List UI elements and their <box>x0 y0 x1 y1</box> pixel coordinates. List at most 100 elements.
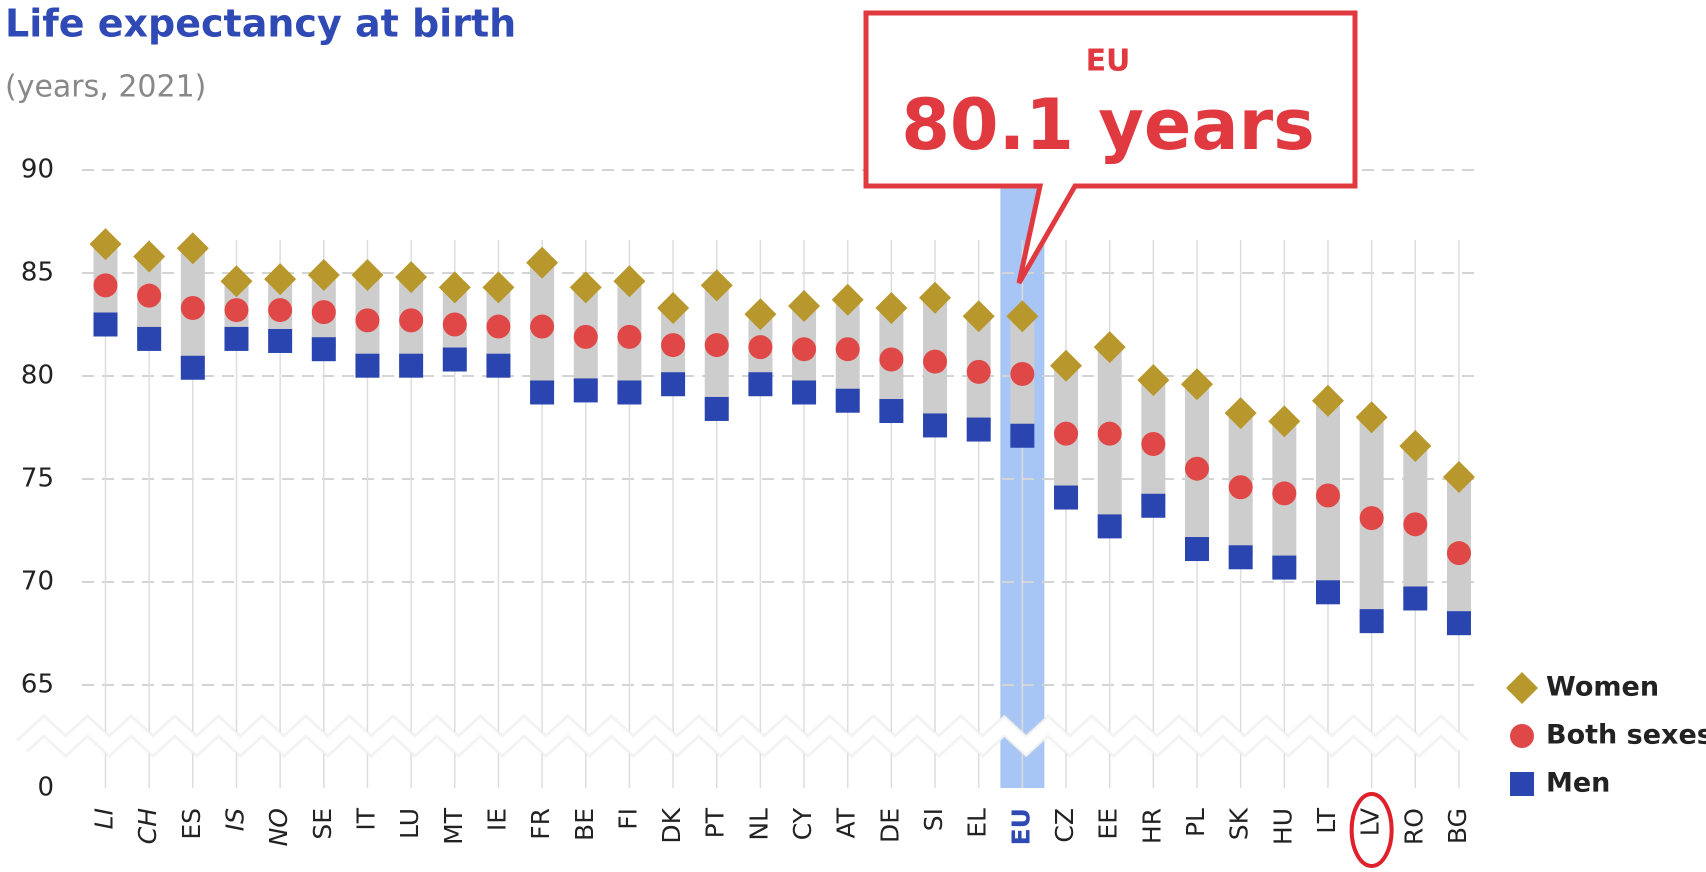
x-tick-label: DE <box>875 808 904 843</box>
marker <box>1228 475 1253 500</box>
marker <box>1093 331 1126 364</box>
callout-box <box>863 10 1358 285</box>
marker <box>792 337 817 362</box>
marker <box>1141 431 1166 456</box>
y-tick-label: 70 <box>21 567 54 597</box>
marker <box>835 337 860 362</box>
x-tick-label: EE <box>1094 808 1123 840</box>
marker <box>268 328 293 353</box>
x-tick-label: LU <box>395 808 424 839</box>
y-tick-label: 65 <box>21 670 54 700</box>
marker <box>1403 512 1428 537</box>
marker <box>1355 401 1388 434</box>
marker <box>180 355 205 380</box>
marker <box>137 283 162 308</box>
marker <box>399 308 424 333</box>
marker <box>93 273 118 298</box>
marker <box>224 326 249 351</box>
marker <box>530 314 555 339</box>
highlight-circle <box>1349 792 1394 868</box>
marker <box>311 337 336 362</box>
marker <box>1054 485 1079 510</box>
marker <box>442 347 467 372</box>
x-tick-label: EL <box>963 808 992 838</box>
x-tick-label: LT <box>1312 807 1341 833</box>
marker <box>1442 460 1475 493</box>
marker <box>1268 405 1301 438</box>
marker <box>307 259 340 292</box>
marker <box>486 353 511 378</box>
marker <box>1185 537 1209 562</box>
marker <box>220 265 253 298</box>
marker <box>748 372 773 397</box>
legend-marker <box>1510 772 1534 796</box>
x-tick-label: CY <box>788 807 817 840</box>
marker <box>137 326 162 351</box>
marker <box>486 314 511 339</box>
marker <box>1224 397 1257 430</box>
legend-marker <box>1506 672 1538 704</box>
marker <box>923 349 948 374</box>
marker <box>176 232 209 265</box>
y-tick-label: 90 <box>21 155 54 185</box>
marker <box>1272 481 1297 506</box>
marker <box>224 298 249 323</box>
axis-break <box>17 717 1467 755</box>
marker <box>617 324 642 349</box>
marker <box>1315 580 1340 605</box>
legend-label: Men <box>1546 768 1610 799</box>
marker <box>744 298 777 331</box>
marker <box>919 281 952 314</box>
marker <box>879 347 904 372</box>
x-tick-label: MT <box>439 807 468 845</box>
legend-marker <box>1510 724 1534 748</box>
x-tick-label: DK <box>657 807 686 843</box>
marker <box>573 324 598 349</box>
x-tick-label: PL <box>1181 808 1210 837</box>
x-tick-label: HU <box>1268 808 1297 845</box>
y-tick-label: 75 <box>21 464 54 494</box>
marker <box>875 292 908 325</box>
marker <box>1399 430 1432 463</box>
callout-text: 80.1 years <box>901 84 1315 166</box>
marker <box>311 300 336 325</box>
marker <box>1446 611 1471 636</box>
marker <box>1315 483 1340 508</box>
marker <box>1141 493 1166 518</box>
legend-label: Women <box>1546 672 1659 703</box>
x-tick-label: IE <box>482 808 511 831</box>
x-tick-label: PT <box>701 807 730 838</box>
marker <box>700 269 733 302</box>
x-tick-label: ES <box>177 808 206 840</box>
marker <box>442 312 467 337</box>
x-tick-label: NL <box>744 808 773 841</box>
marker <box>395 261 428 294</box>
marker <box>399 353 424 378</box>
x-tick-label: BG <box>1443 808 1472 844</box>
x-tick-label: HR <box>1137 808 1166 844</box>
y-tick-label: 85 <box>21 258 54 288</box>
x-tick-label: RO <box>1399 808 1428 845</box>
marker <box>1311 384 1344 417</box>
x-tick-label: IS <box>220 808 249 831</box>
x-tick-label: SI <box>919 808 948 831</box>
x-tick-label: FR <box>526 808 555 840</box>
x-tick-label: IT <box>351 807 380 830</box>
marker <box>1359 506 1384 531</box>
marker <box>93 312 118 337</box>
marker <box>966 417 991 442</box>
marker <box>355 353 380 378</box>
x-tick-label: SK <box>1225 807 1254 840</box>
y-tick-label: 0 <box>37 773 54 803</box>
marker <box>1006 300 1039 333</box>
marker <box>89 228 122 261</box>
marker <box>526 246 559 279</box>
marker <box>569 271 602 304</box>
marker <box>268 298 293 323</box>
x-tick-label: LI <box>90 808 119 829</box>
x-tick-label: SE <box>308 808 337 840</box>
marker <box>661 333 686 358</box>
marker <box>657 292 690 325</box>
marker <box>831 283 864 316</box>
